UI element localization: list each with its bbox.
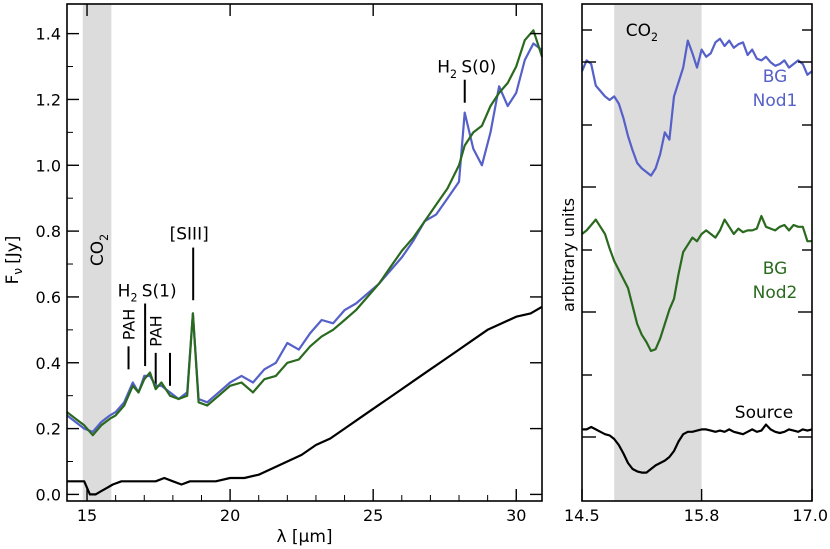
- right-panel-co2-zoom: CO2 BG Nod1 BG Nod2 Source 14.5 15.8 17.0 arbitra…: [559, 3, 828, 525]
- left-ytick-label-5: 1.0: [36, 156, 61, 175]
- left-ytick-label-1: 0.2: [36, 420, 61, 439]
- co2-band-right-label: CO2: [626, 21, 658, 44]
- left-series-line-0: [66, 42, 543, 433]
- annotation-label-1: H2 S(1): [118, 282, 177, 305]
- left-plot-frame: [66, 3, 543, 502]
- left-xtick-label-2: 25: [363, 506, 383, 525]
- left-ytick-label-0: 0.0: [36, 485, 61, 504]
- right-xtick-label-2: 17.0: [792, 506, 828, 525]
- left-xtick-label-3: 30: [506, 506, 526, 525]
- right-series-line-1: [581, 214, 812, 353]
- right-series-line-2: [582, 423, 813, 474]
- right-series-label-0-1: Nod1: [753, 91, 798, 111]
- co2-band-right: [614, 4, 702, 501]
- left-ytick-label-2: 0.4: [36, 354, 61, 373]
- left-ytick-label-6: 1.2: [36, 90, 61, 109]
- right-series-label-1-0: BG: [763, 259, 788, 279]
- left-x-axis-label: λ [μm]: [276, 527, 332, 547]
- right-xtick-label-0: 14.5: [564, 506, 600, 525]
- annotation-label-5: H2 S(0): [437, 58, 496, 81]
- left-panel-flux-spectrum: CO2 PAH H2 S(1) PAH [SIII] H2 S(0) 15 20 25 30 0.0 0.…: [3, 3, 544, 547]
- right-series-label-2-0: Source: [735, 403, 793, 423]
- right-series-label-0-0: BG: [763, 67, 788, 87]
- annotation-label-2: PAH: [147, 315, 166, 347]
- left-xtick-label-1: 20: [220, 506, 240, 525]
- right-plot-frame: [581, 3, 813, 502]
- left-ytick-label-3: 0.6: [36, 288, 61, 307]
- right-series-line-0: [580, 37, 813, 177]
- co2-band-label: CO2: [88, 234, 111, 266]
- right-y-axis-label: arbitrary units: [559, 198, 578, 312]
- annotation-label-0: PAH: [120, 309, 139, 341]
- left-y-axis-label: Fν[Jy]: [3, 236, 25, 285]
- left-ytick-label-4: 0.8: [36, 222, 61, 241]
- left-series-line-1: [66, 29, 544, 437]
- left-series-line-2: [67, 305, 543, 496]
- annotation-label-4: [SIII]: [170, 225, 209, 245]
- right-series-label-1-1: Nod2: [753, 283, 798, 303]
- left-ytick-label-7: 1.4: [36, 25, 61, 44]
- right-xtick-label-1: 15.8: [684, 506, 720, 525]
- left-xtick-label-0: 15: [77, 506, 97, 525]
